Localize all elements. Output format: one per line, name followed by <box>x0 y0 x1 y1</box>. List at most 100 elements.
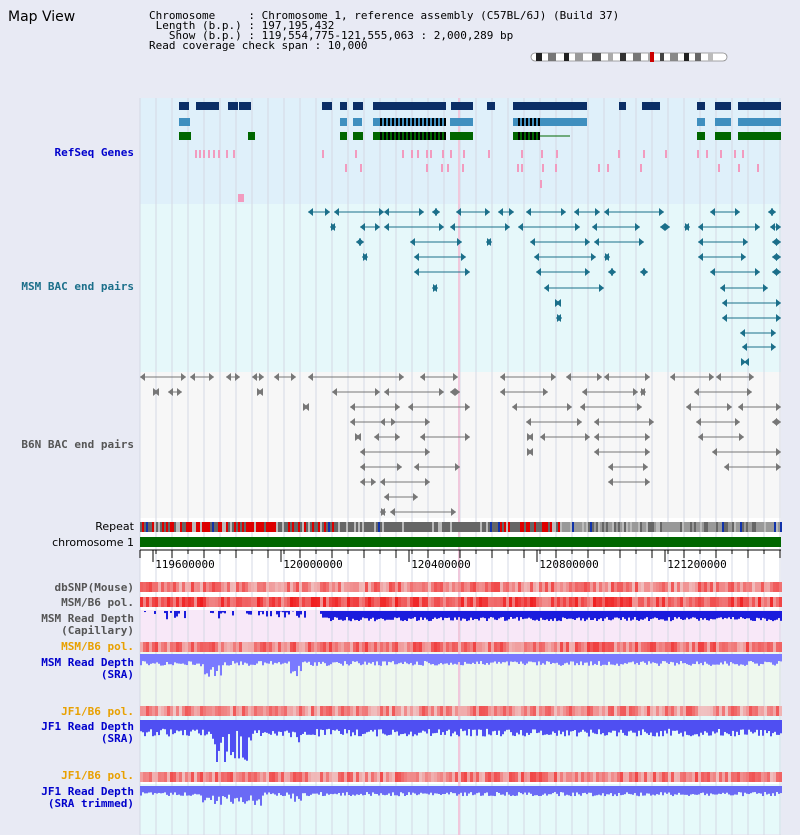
jf1-depth-trim-bar <box>664 786 666 793</box>
dbsnp-cell <box>209 582 212 592</box>
jf1-b6-pol-trim-cell <box>383 772 386 782</box>
dbsnp-label[interactable]: dbSNP(Mouse) <box>54 581 134 594</box>
msm-b6-pol-sra-cell <box>518 642 521 652</box>
msm-b6-pol-sra-cell <box>707 642 710 652</box>
jf1-depth-sra-bar <box>396 720 398 732</box>
msm-b6-pol-cell <box>431 597 434 607</box>
msm-b6-pol-cell <box>521 597 524 607</box>
refseq-genes-label[interactable]: RefSeq Genes <box>54 146 134 159</box>
jf1-b6-pol-trim-cell <box>176 772 179 782</box>
msm-depth-cap-bar <box>692 611 694 618</box>
msm-depth-cap-bar <box>602 611 604 621</box>
chromosome-ideogram[interactable] <box>530 52 728 62</box>
refseq-exon-stripe <box>522 132 524 140</box>
msm-b6-pol-sra-cell <box>512 642 515 652</box>
jf1-b6-pol-trim-cell <box>182 772 185 782</box>
msm-depth-cap-bar <box>304 611 306 618</box>
msm-depth-cap-label[interactable]: MSM Read Depth (Capillary) <box>41 612 134 637</box>
jf1-depth-trim-bar <box>222 786 224 797</box>
repeat-segment <box>604 522 606 532</box>
msm-depth-sra-bar <box>460 654 462 666</box>
jf1-depth-sra-label[interactable]: JF1 Read Depth (SRA) <box>41 720 134 745</box>
msm-bac-end-marker <box>698 238 703 246</box>
jf1-b6-pol-cell <box>497 706 500 716</box>
msm-b6-pol-sra-cell <box>389 642 392 652</box>
jf1-b6-pol-trim-cell <box>428 772 431 782</box>
msm-depth-cap-bar <box>776 611 778 620</box>
jf1-b6-pol-cell <box>176 706 179 716</box>
jf1-depth-trim-bar <box>204 786 206 801</box>
repeat-segment <box>772 522 774 532</box>
msm-b6-pol-sra-cell <box>299 642 302 652</box>
dbsnp-cell <box>629 582 632 592</box>
msm-depth-cap-bar <box>630 611 632 621</box>
msm-depth-sra-bar <box>190 654 192 662</box>
jf1-b6-pol-cell <box>653 706 656 716</box>
msm-depth-sra-bar <box>208 654 210 677</box>
dbsnp-cell <box>299 582 302 592</box>
b6n-bac-end-marker <box>594 433 599 441</box>
jf1-depth-sra-bar <box>656 720 658 733</box>
msm-b6-pol-cell <box>236 597 239 607</box>
jf1-depth-trim-bar <box>716 786 718 795</box>
msm-b6-pol-sra-cell <box>329 642 332 652</box>
msm-depth-cap-bar <box>640 611 642 620</box>
repeat-segment <box>240 522 242 532</box>
jf1-b6-pol-cell <box>485 706 488 716</box>
jf1-depth-sra-bar <box>232 720 234 752</box>
repeat-segment <box>260 522 262 532</box>
jf1-b6-pol-label[interactable]: JF1/B6 pol. <box>61 705 134 718</box>
msm-depth-sra-bar <box>720 654 722 663</box>
msm-depth-sra-bar <box>384 654 386 662</box>
msm-bac-end-marker <box>498 208 503 216</box>
dbsnp-cell <box>614 582 617 592</box>
dbsnp-cell <box>761 582 764 592</box>
jf1-b6-pol-cell <box>722 706 725 716</box>
msm-depth-cap-bar <box>398 611 400 618</box>
repeat-segment <box>262 522 264 532</box>
jf1-b6-pol-trim-label[interactable]: JF1/B6 pol. <box>61 769 134 782</box>
jf1-depth-trim-label[interactable]: JF1 Read Depth (SRA trimmed) <box>41 785 134 810</box>
msm-b6-pol-sra-cell <box>740 642 743 652</box>
msm-b6-pol-cell <box>599 597 602 607</box>
jf1-depth-trim-bar <box>234 786 236 799</box>
msm-depth-sra-bar <box>692 654 694 664</box>
msm-b6-pol-sra-cell <box>629 642 632 652</box>
b6n-bac-end-marker <box>776 463 781 471</box>
jf1-b6-pol-cell <box>218 706 221 716</box>
dbsnp-cell <box>557 582 560 592</box>
msm-b6-pol-sra-label[interactable]: MSM/B6 pol. <box>61 640 134 653</box>
repeat-segment <box>166 522 168 532</box>
msm-b6-pol-sra-cell <box>731 642 734 652</box>
msm-b6-pol-cell <box>359 597 362 607</box>
jf1-b6-pol-cell <box>344 706 347 716</box>
msm-b6-pol-cell <box>413 597 416 607</box>
b6n-bac-end-marker <box>709 373 714 381</box>
msm-depth-cap-bar <box>322 611 324 618</box>
msm-b6-pol-sra-cell <box>647 642 650 652</box>
jf1-b6-pol-trim-cell <box>344 772 347 782</box>
msm-b6-pol-sra-cell <box>575 642 578 652</box>
msm-depth-sra-label[interactable]: MSM Read Depth (SRA) <box>41 656 134 681</box>
jf1-depth-sra-bar <box>602 720 604 734</box>
msm-depth-sra-bar <box>288 654 290 662</box>
msm-bac-label[interactable]: MSM BAC end pairs <box>21 280 134 293</box>
repeat-segment <box>492 522 494 532</box>
jf1-depth-trim-bar <box>180 786 182 796</box>
msm-b6-pol-sra-cell <box>659 642 662 652</box>
msm-b6-pol-cap-label[interactable]: MSM/B6 pol. <box>61 596 134 609</box>
msm-depth-cap-bar <box>376 611 378 620</box>
jf1-depth-sra-bar <box>254 720 256 731</box>
b6n-bac-label[interactable]: B6N BAC end pairs <box>21 438 134 451</box>
refseq-marker <box>442 150 444 158</box>
jf1-b6-pol-trim-cell <box>593 772 596 782</box>
jf1-b6-pol-trim-cell <box>659 772 662 782</box>
jf1-b6-pol-cell <box>149 706 152 716</box>
jf1-b6-pol-trim-cell <box>407 772 410 782</box>
refseq-exon-stripe <box>384 132 386 140</box>
msm-depth-sra-bar <box>350 654 352 665</box>
refseq-marker <box>488 150 490 158</box>
refseq-marker <box>556 150 558 158</box>
jf1-depth-sra-bar <box>592 720 594 733</box>
